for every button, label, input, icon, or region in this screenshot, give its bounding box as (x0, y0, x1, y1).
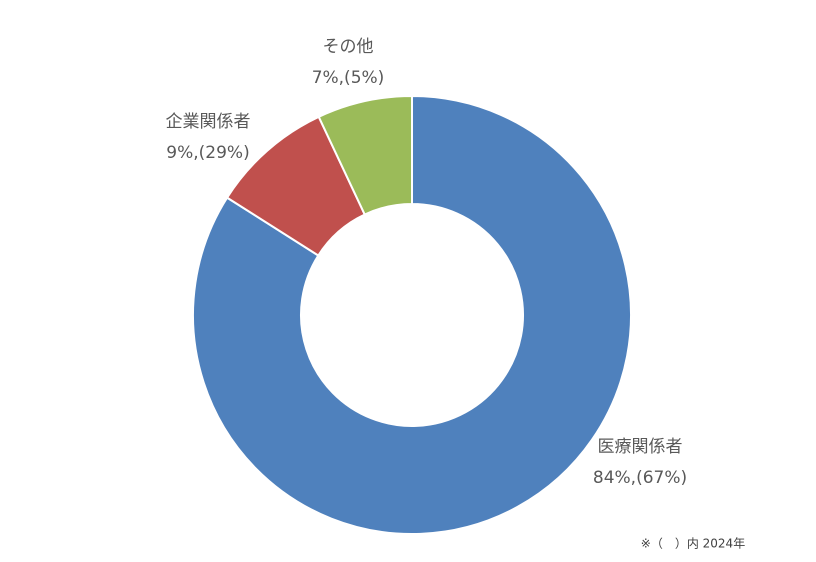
value-label: 7%,(5%) (312, 68, 385, 88)
donut-slice (192, 94, 632, 535)
value-label: 9%,(29%) (166, 143, 249, 163)
donut-slice (317, 94, 413, 216)
category-label: 企業関係者 (166, 112, 251, 132)
value-label: 84%,(67%) (593, 468, 687, 488)
category-label: 医療関係者 (598, 437, 683, 457)
category-label: その他 (323, 37, 374, 57)
footnote: ※（ ）内 2024年 (641, 537, 745, 551)
